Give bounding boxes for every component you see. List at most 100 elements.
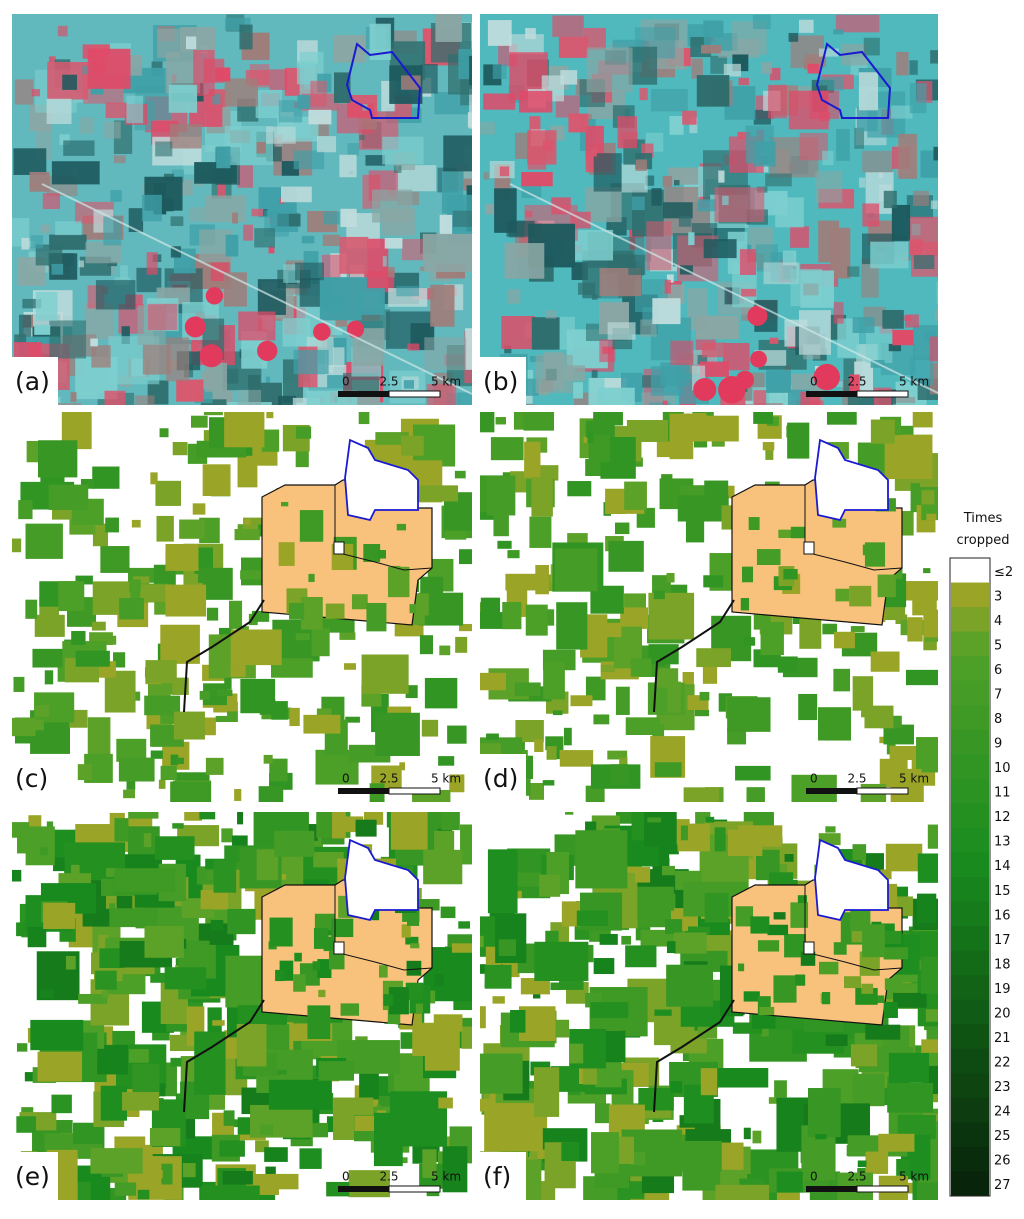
crop-patch (155, 1083, 166, 1097)
crop-patch (221, 828, 233, 843)
imagery-patch (738, 77, 749, 86)
crop-patch (318, 1061, 355, 1081)
crop-patch (105, 894, 117, 909)
crop-patch (743, 991, 760, 1002)
crop-patch (900, 581, 938, 601)
imagery-patch (558, 36, 589, 58)
imagery-patch (384, 238, 403, 249)
crop-patch (514, 682, 541, 697)
crop-patch (486, 733, 499, 740)
crop-patch (421, 719, 439, 737)
crop-patch (318, 989, 326, 998)
imagery-patch (157, 28, 180, 58)
label-box (12, 357, 58, 405)
crop-patch (250, 1104, 313, 1138)
crop-patch (460, 824, 472, 865)
crop-patch (765, 445, 774, 460)
imagery-patch (573, 382, 584, 399)
crop-patch (626, 420, 668, 442)
crop-patch (818, 707, 852, 741)
crop-patch (535, 564, 549, 595)
access-road (183, 599, 265, 713)
scale-label: 0 (342, 772, 350, 786)
legend-title: Times cropped (957, 511, 1010, 548)
imagery-patch (892, 397, 915, 405)
crop-patch (179, 519, 205, 539)
crop-patch (165, 544, 199, 571)
crop-patch (412, 593, 429, 616)
crop-patch (797, 895, 808, 904)
crop-patch (680, 825, 688, 841)
crop-patch (375, 712, 420, 756)
crop-patch (407, 912, 420, 926)
map-panel: (f) 0 2.5 5 km (480, 812, 938, 1200)
scale-label: 2.5 (379, 772, 398, 786)
legend-swatch (951, 975, 989, 1001)
imagery-patch (237, 389, 262, 405)
crop-patch (885, 843, 923, 872)
imagery-patch (224, 368, 239, 384)
crop-patch (652, 575, 671, 596)
crop-patch (743, 1127, 751, 1140)
crop-patch (158, 779, 166, 789)
imagery-patch (255, 89, 282, 119)
imagery-patch (628, 46, 658, 85)
crop-patch (554, 548, 598, 592)
crop-patch (80, 478, 95, 489)
crop-patch (43, 902, 76, 929)
imagery-patch (723, 63, 741, 77)
crop-patch (870, 419, 895, 444)
imagery-patch (42, 193, 60, 210)
imagery-patch (710, 55, 728, 74)
imagery-patch (382, 256, 387, 267)
crop-patch (312, 961, 321, 971)
farm-boundary (814, 438, 889, 522)
scale-bar-light (856, 1185, 909, 1193)
legend-swatch (951, 1146, 989, 1172)
imagery-patch (651, 89, 688, 112)
imagery-patch (147, 303, 178, 331)
imagery-patch (766, 370, 791, 393)
crop-patch (281, 501, 289, 507)
crop-patch (155, 836, 195, 860)
imagery-patch (696, 75, 730, 107)
legend-swatch (951, 926, 989, 952)
crop-patch (351, 594, 368, 610)
imagery-patch (833, 29, 844, 35)
imagery-patch (308, 109, 332, 125)
crop-patch (850, 1044, 878, 1067)
crop-patch (538, 465, 559, 481)
pivot-field (747, 305, 768, 326)
crop-patch (51, 507, 72, 520)
imagery-patch (393, 165, 402, 173)
crop-patch (128, 1049, 149, 1063)
imagery-patch (179, 27, 216, 53)
imagery-patch (265, 376, 270, 388)
scale-label: 0 (810, 1170, 818, 1184)
crop-patch (37, 1051, 83, 1082)
imagery-patch (465, 328, 472, 370)
imagery-patch (217, 183, 226, 199)
imagery-patch (862, 150, 893, 173)
crop-patch (926, 1026, 938, 1052)
crop-patch (454, 470, 466, 479)
imagery-patch (909, 239, 923, 255)
imagery-patch (407, 343, 420, 351)
legend-swatch (951, 950, 989, 976)
crop-patch (638, 1088, 674, 1111)
crop-patch (75, 575, 93, 585)
imagery-patch (663, 202, 693, 219)
legend-label: 27 (994, 1178, 1011, 1193)
crop-patch (685, 515, 705, 543)
imagery-patch (195, 311, 205, 324)
crop-patch (223, 1110, 235, 1126)
imagery-patch (278, 395, 297, 405)
imagery-patch (753, 109, 771, 125)
crop-patch (109, 908, 148, 928)
imagery-patch (439, 214, 453, 235)
crop-patch (87, 717, 111, 759)
imagery-patch (689, 117, 698, 134)
imagery-patch (586, 47, 633, 93)
legend-label: 23 (994, 1080, 1011, 1095)
legend-label: 4 (994, 614, 1002, 629)
